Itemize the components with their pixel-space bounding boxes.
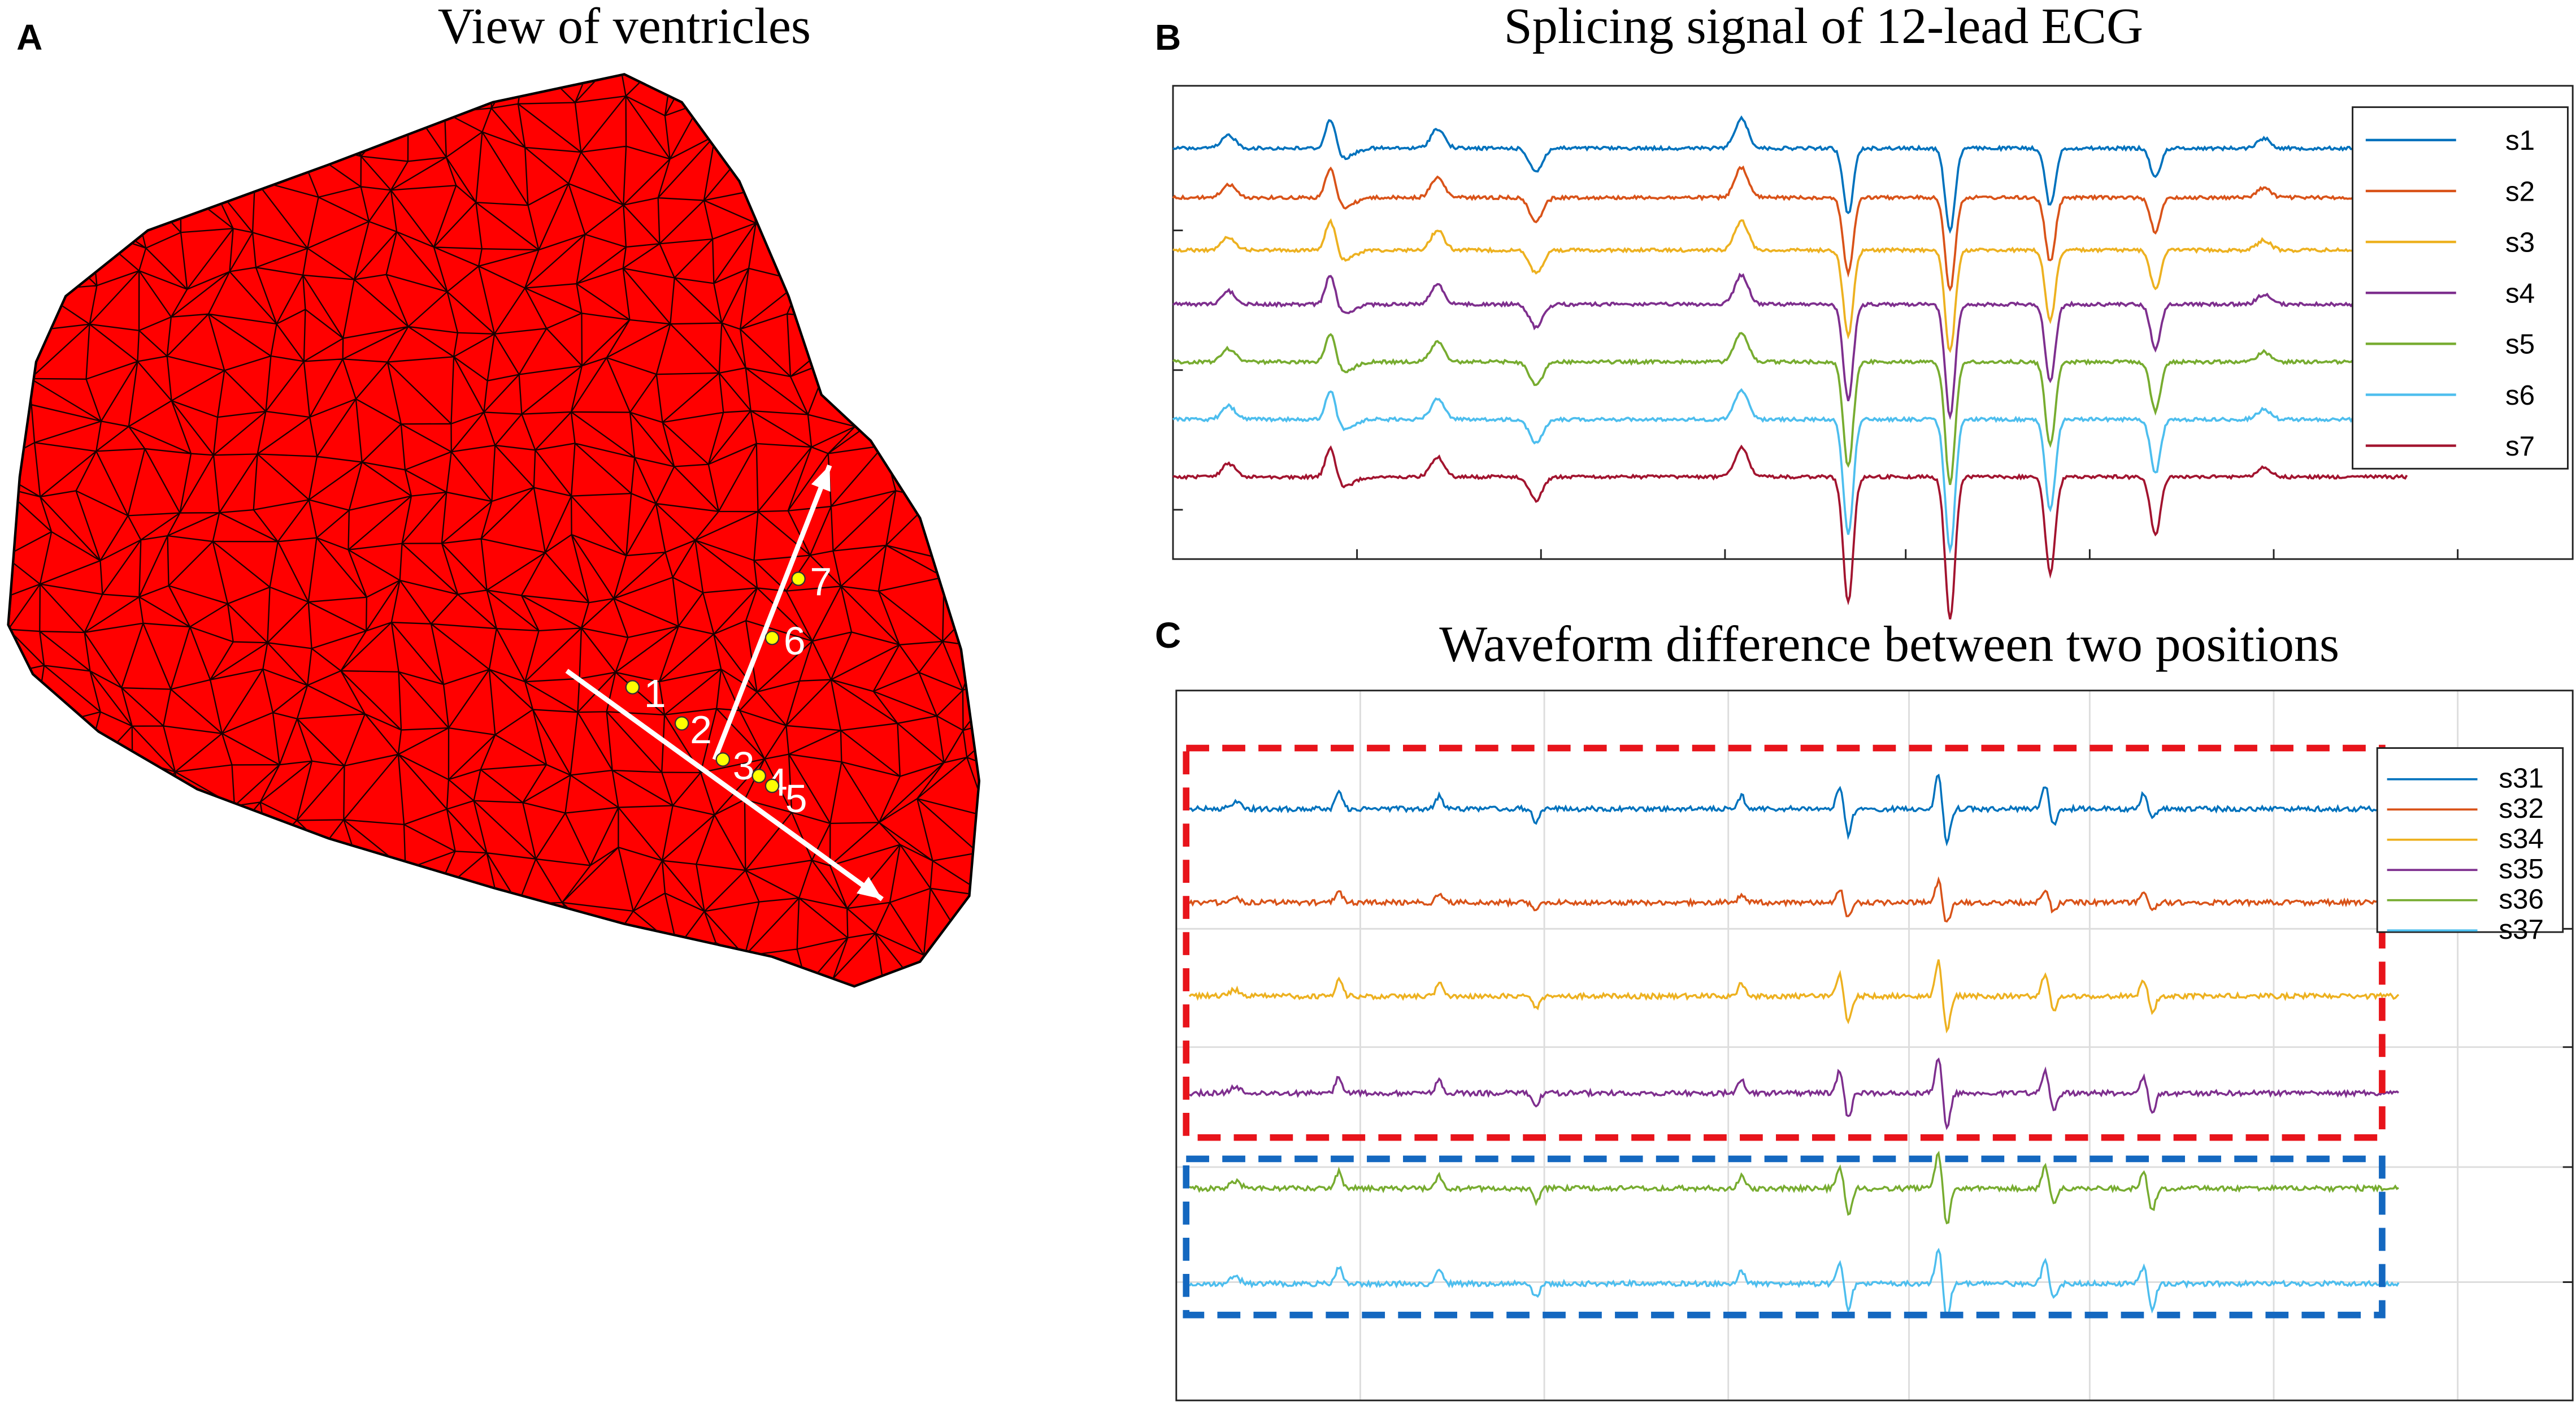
waveform <box>1172 444 2408 619</box>
highlight-box <box>1183 1155 2386 1319</box>
axes-box <box>1175 690 2574 1402</box>
electrode-point <box>751 769 767 783</box>
waveform <box>1172 332 2407 485</box>
legend-label: s4 <box>2505 278 2535 309</box>
legend-label: s36 <box>2499 883 2544 914</box>
waveform <box>1172 388 2408 554</box>
waveform <box>1189 773 2399 847</box>
highlight-box <box>1183 744 2386 1141</box>
legend-label: s37 <box>2499 914 2544 945</box>
axes-box <box>1172 85 2574 560</box>
panel-title: Splicing signal of 12-lead ECG <box>1504 0 2143 54</box>
panel-letter: A <box>16 17 42 58</box>
arrow-head <box>857 877 883 900</box>
arrow-shaft <box>712 464 832 761</box>
legend-label: s5 <box>2505 329 2535 360</box>
legend-box <box>2352 106 2569 470</box>
waveform <box>1172 272 2408 420</box>
waveform <box>1188 959 2400 1034</box>
legend-label: s34 <box>2499 823 2544 854</box>
legend-label: s35 <box>2499 853 2544 885</box>
point-label: 3 <box>733 744 755 788</box>
waveform <box>1189 1150 2399 1225</box>
waveform <box>1172 218 2407 353</box>
ventricle-mesh: 1234567 <box>7 73 981 988</box>
legend-label: s7 <box>2505 431 2535 462</box>
electrode-point <box>715 752 731 767</box>
panel-letter: C <box>1155 615 1181 656</box>
panel-title: View of ventricles <box>438 0 811 54</box>
electrode-point <box>764 630 780 645</box>
arrow-head <box>811 465 831 492</box>
point-label: 7 <box>810 560 832 604</box>
legend-label: s2 <box>2505 176 2535 207</box>
electrode-point <box>625 680 640 695</box>
point-label: 1 <box>644 671 666 716</box>
electrode-point <box>674 716 689 731</box>
legend-label: s1 <box>2505 125 2535 156</box>
waveform <box>1188 1247 2400 1318</box>
legend-label: s31 <box>2499 762 2544 794</box>
waveform <box>1188 876 2400 923</box>
legend-label: s6 <box>2505 380 2535 411</box>
waveform <box>1189 1057 2400 1130</box>
waveform <box>1172 115 2408 234</box>
point-label: 6 <box>784 619 806 663</box>
point-label: 2 <box>690 708 712 752</box>
electrode-point <box>791 571 806 586</box>
arrow-shaft <box>565 669 884 901</box>
point-label: 5 <box>785 777 807 821</box>
legend-label: s32 <box>2499 793 2544 824</box>
waveform <box>1172 165 2408 292</box>
panel-title: Waveform difference between two position… <box>1439 616 2339 672</box>
legend-label: s3 <box>2505 227 2535 258</box>
electrode-point <box>764 778 780 794</box>
ecg-panel: s1 s2 s3 s4 s5 s6 s7 <box>1172 85 2574 619</box>
panel-letter: B <box>1155 17 1181 58</box>
